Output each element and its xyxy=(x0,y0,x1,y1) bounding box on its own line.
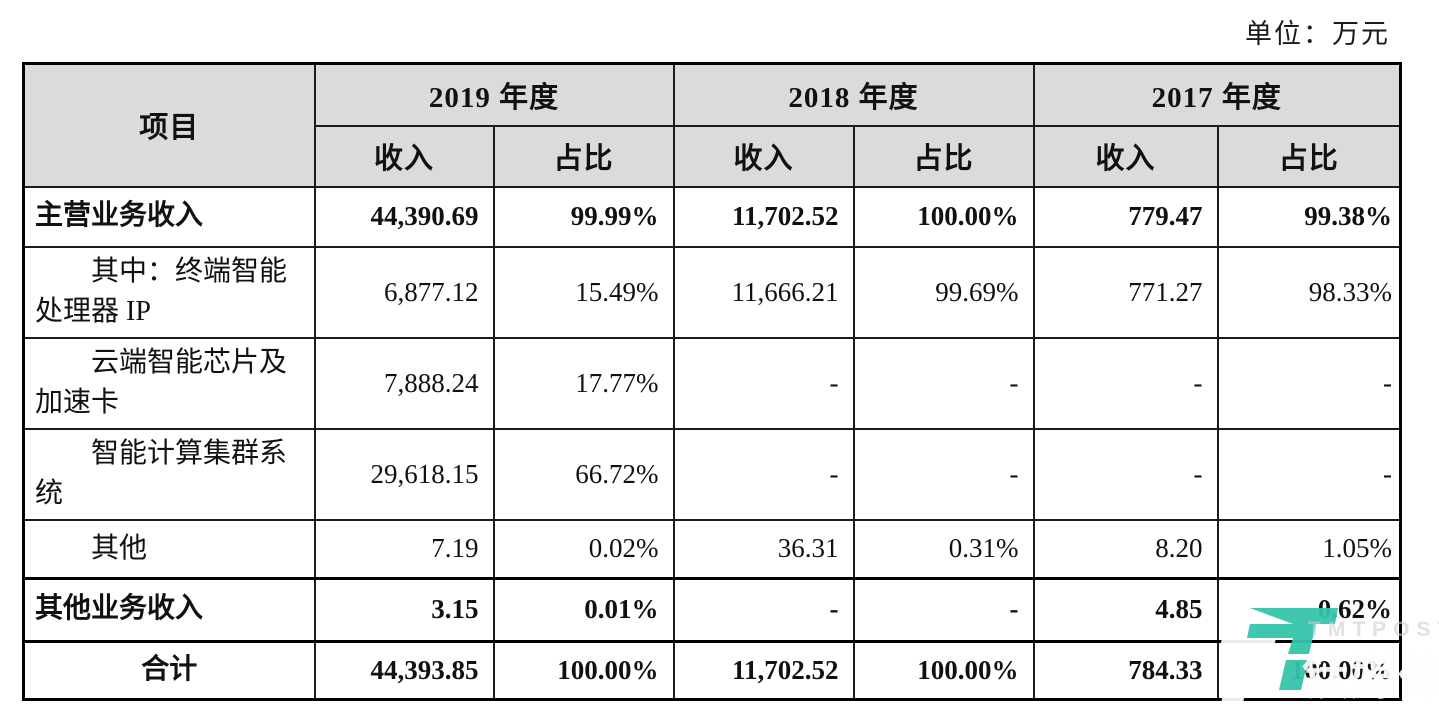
row-label: 云端智能芯片及加速卡 xyxy=(22,336,316,430)
table-header-years: 项目 2019 年度 2018 年度 2017 年度 xyxy=(22,62,1402,188)
cell: - xyxy=(672,336,855,430)
column-header-share-2017: 占比 xyxy=(1216,124,1402,188)
column-header-2019: 2019 年度 xyxy=(313,62,675,127)
cell: 99.99% xyxy=(492,185,675,248)
row-label: 主营业务收入 xyxy=(22,185,316,248)
table-row-other-business: 其他业务收入 3.15 0.01% - - 4.85 0.62% xyxy=(22,576,1402,643)
cell: 11,666.21 xyxy=(672,245,855,339)
table-header-sub: 收入 占比 收入 占比 收入 占比 xyxy=(24,124,1402,188)
cell: - xyxy=(852,576,1035,643)
cell: 44,390.69 xyxy=(313,185,495,248)
cell: 66.72% xyxy=(492,427,675,522)
cell: - xyxy=(1032,336,1219,430)
table-row-total: 合计 44,393.85 100.00% 11,702.52 100.00% 7… xyxy=(22,639,1402,701)
cell: - xyxy=(852,336,1035,430)
column-header-revenue-2018: 收入 xyxy=(672,124,855,188)
cell: - xyxy=(1216,336,1402,430)
cell: 11,702.52 xyxy=(672,639,855,701)
row-label: 智能计算集群系统 xyxy=(22,427,316,522)
cell: 100.00% xyxy=(852,185,1035,248)
cell: - xyxy=(852,427,1035,522)
cell: - xyxy=(1216,427,1402,522)
cell: - xyxy=(1032,427,1219,522)
cell: 15.49% xyxy=(492,245,675,339)
column-header-2018: 2018 年度 xyxy=(672,62,1035,127)
cell: 98.33% xyxy=(1216,245,1402,339)
column-header-item: 项目 xyxy=(22,62,316,188)
cell: 3.15 xyxy=(313,576,495,643)
cell: 99.69% xyxy=(852,245,1035,339)
cell: 0.62% xyxy=(1216,576,1402,643)
cell: 779.47 xyxy=(1032,185,1219,248)
row-label: 其他业务收入 xyxy=(22,576,316,643)
cell: - xyxy=(672,427,855,522)
revenue-table: 项目 2019 年度 2018 年度 2017 年度 收入 占比 收入 占比 收… xyxy=(22,62,1403,701)
cell: 771.27 xyxy=(1032,245,1219,339)
cell: - xyxy=(672,576,855,643)
table-row-main-business: 主营业务收入 44,390.69 99.99% 11,702.52 100.00… xyxy=(22,185,1402,248)
cell: 0.31% xyxy=(852,519,1035,580)
table-row-other: 其他 7.19 0.02% 36.31 0.31% 8.20 1.05% xyxy=(22,519,1402,580)
cell: 17.77% xyxy=(492,336,675,430)
table-row-cluster-system: 智能计算集群系统 29,618.15 66.72% - - - - xyxy=(22,427,1402,522)
row-label: 合计 xyxy=(22,639,316,701)
column-header-share-2019: 占比 xyxy=(492,124,675,188)
row-label: 其他 xyxy=(22,519,316,580)
cell: 11,702.52 xyxy=(672,185,855,248)
cell: 784.33 xyxy=(1032,639,1219,701)
cell: 7.19 xyxy=(313,519,495,580)
cell: 0.02% xyxy=(492,519,675,580)
cell: 4.85 xyxy=(1032,576,1219,643)
cell: 100.00% xyxy=(1216,639,1402,701)
cell: 7,888.24 xyxy=(313,336,495,430)
table-row-cloud-chip: 云端智能芯片及加速卡 7,888.24 17.77% - - - - xyxy=(22,336,1402,430)
cell: 1.05% xyxy=(1216,519,1402,580)
cell: 8.20 xyxy=(1032,519,1219,580)
cell: 100.00% xyxy=(852,639,1035,701)
unit-label: 单位：万元 xyxy=(1245,19,1390,49)
column-header-revenue-2017: 收入 xyxy=(1032,124,1219,188)
cell: 100.00% xyxy=(492,639,675,701)
cell: 29,618.15 xyxy=(313,427,495,522)
row-label: 其中：终端智能处理器 IP xyxy=(22,245,316,339)
column-header-share-2018: 占比 xyxy=(852,124,1035,188)
cell: 36.31 xyxy=(672,519,855,580)
column-header-2017: 2017 年度 xyxy=(1032,62,1402,127)
table-row-terminal-ip: 其中：终端智能处理器 IP 6,877.12 15.49% 11,666.21 … xyxy=(22,245,1402,339)
cell: 0.01% xyxy=(492,576,675,643)
cell: 99.38% xyxy=(1216,185,1402,248)
column-header-revenue-2019: 收入 xyxy=(313,124,495,188)
cell: 44,393.85 xyxy=(313,639,495,701)
cell: 6,877.12 xyxy=(313,245,495,339)
